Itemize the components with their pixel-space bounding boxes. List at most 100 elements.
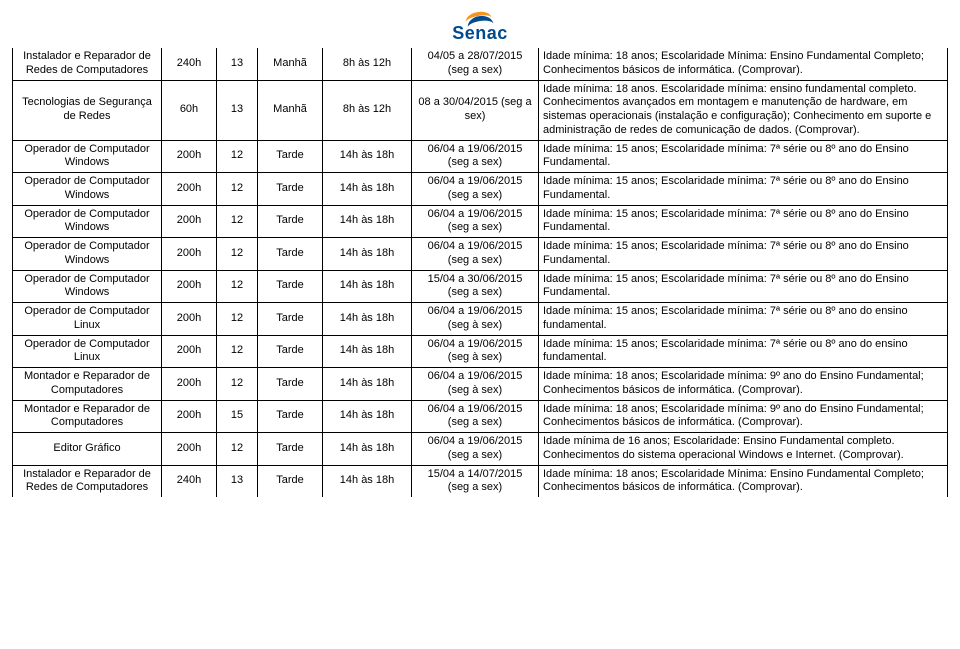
vacancies-cell: 13 xyxy=(217,48,258,80)
vacancies-cell: 12 xyxy=(217,303,258,336)
period-cell: 06/04 a 19/06/2015 (seg a sex) xyxy=(412,238,539,271)
time-cell: 14h às 18h xyxy=(323,205,412,238)
course-cell: Instalador e Reparador de Redes de Compu… xyxy=(13,48,162,80)
hours-cell: 200h xyxy=(162,400,217,433)
course-cell: Montador e Reparador de Computadores xyxy=(13,368,162,401)
table-row: Instalador e Reparador de Redes de Compu… xyxy=(13,465,948,497)
shift-cell: Tarde xyxy=(258,400,323,433)
time-cell: 8h às 12h xyxy=(323,80,412,140)
time-cell: 14h às 18h xyxy=(323,368,412,401)
table-row: Montador e Reparador de Computadores200h… xyxy=(13,368,948,401)
course-cell: Operador de Computador Windows xyxy=(13,140,162,173)
time-cell: 14h às 18h xyxy=(323,173,412,206)
period-cell: 06/04 a 19/06/2015 (seg à sex) xyxy=(412,368,539,401)
vacancies-cell: 12 xyxy=(217,433,258,466)
shift-cell: Tarde xyxy=(258,238,323,271)
hours-cell: 200h xyxy=(162,335,217,368)
period-cell: 06/04 a 19/06/2015 (seg à sex) xyxy=(412,335,539,368)
period-cell: 06/04 a 19/06/2015 (seg a sex) xyxy=(412,173,539,206)
course-cell: Instalador e Reparador de Redes de Compu… xyxy=(13,465,162,497)
course-cell: Operador de Computador Linux xyxy=(13,303,162,336)
shift-cell: Tarde xyxy=(258,368,323,401)
time-cell: 14h às 18h xyxy=(323,335,412,368)
hours-cell: 200h xyxy=(162,140,217,173)
period-cell: 06/04 a 19/06/2015 (seg a sex) xyxy=(412,140,539,173)
time-cell: 14h às 18h xyxy=(323,400,412,433)
period-cell: 15/04 a 30/06/2015 (seg a sex) xyxy=(412,270,539,303)
requirements-cell: Idade mínima: 15 anos; Escolaridade míni… xyxy=(539,205,948,238)
table-row: Operador de Computador Windows200h12Tard… xyxy=(13,238,948,271)
course-cell: Editor Gráfico xyxy=(13,433,162,466)
vacancies-cell: 12 xyxy=(217,140,258,173)
course-cell: Montador e Reparador de Computadores xyxy=(13,400,162,433)
vacancies-cell: 12 xyxy=(217,205,258,238)
shift-cell: Tarde xyxy=(258,173,323,206)
shift-cell: Manhã xyxy=(258,80,323,140)
vacancies-cell: 13 xyxy=(217,80,258,140)
course-cell: Operador de Computador Windows xyxy=(13,173,162,206)
time-cell: 14h às 18h xyxy=(323,465,412,497)
requirements-cell: Idade mínima: 15 anos; Escolaridade míni… xyxy=(539,335,948,368)
table-row: Operador de Computador Windows200h12Tard… xyxy=(13,140,948,173)
requirements-cell: Idade mínima: 15 anos; Escolaridade míni… xyxy=(539,303,948,336)
table-row: Tecnologias de Segurança de Redes60h13Ma… xyxy=(13,80,948,140)
requirements-cell: Idade mínima: 18 anos; Escolaridade míni… xyxy=(539,368,948,401)
vacancies-cell: 15 xyxy=(217,400,258,433)
logo: Senac xyxy=(12,8,948,44)
hours-cell: 200h xyxy=(162,270,217,303)
vacancies-cell: 12 xyxy=(217,335,258,368)
requirements-cell: Idade mínima de 16 anos; Escolaridade: E… xyxy=(539,433,948,466)
shift-cell: Tarde xyxy=(258,433,323,466)
period-cell: 06/04 a 19/06/2015 (seg à sex) xyxy=(412,303,539,336)
time-cell: 14h às 18h xyxy=(323,140,412,173)
shift-cell: Tarde xyxy=(258,303,323,336)
vacancies-cell: 13 xyxy=(217,465,258,497)
table-row: Operador de Computador Windows200h12Tard… xyxy=(13,173,948,206)
table-row: Operador de Computador Windows200h12Tard… xyxy=(13,270,948,303)
course-cell: Tecnologias de Segurança de Redes xyxy=(13,80,162,140)
period-cell: 06/04 a 19/06/2015 (seg a sex) xyxy=(412,433,539,466)
course-cell: Operador de Computador Windows xyxy=(13,238,162,271)
vacancies-cell: 12 xyxy=(217,368,258,401)
course-cell: Operador de Computador Windows xyxy=(13,205,162,238)
courses-table: Instalador e Reparador de Redes de Compu… xyxy=(12,48,948,497)
requirements-cell: Idade mínima: 15 anos; Escolaridade míni… xyxy=(539,238,948,271)
shift-cell: Tarde xyxy=(258,335,323,368)
shift-cell: Tarde xyxy=(258,270,323,303)
period-cell: 15/04 a 14/07/2015 (seg a sex) xyxy=(412,465,539,497)
logo-swoosh-icon xyxy=(461,8,499,22)
hours-cell: 240h xyxy=(162,48,217,80)
table-row: Operador de Computador Linux200h12Tarde1… xyxy=(13,303,948,336)
vacancies-cell: 12 xyxy=(217,238,258,271)
time-cell: 8h às 12h xyxy=(323,48,412,80)
hours-cell: 200h xyxy=(162,433,217,466)
period-cell: 04/05 a 28/07/2015 (seg a sex) xyxy=(412,48,539,80)
requirements-cell: Idade mínima: 15 anos; Escolaridade míni… xyxy=(539,270,948,303)
period-cell: 06/04 a 19/06/2015 (seg a sex) xyxy=(412,205,539,238)
time-cell: 14h às 18h xyxy=(323,433,412,466)
hours-cell: 240h xyxy=(162,465,217,497)
vacancies-cell: 12 xyxy=(217,173,258,206)
shift-cell: Manhã xyxy=(258,48,323,80)
requirements-cell: Idade mínima: 15 anos; Escolaridade míni… xyxy=(539,173,948,206)
table-row: Instalador e Reparador de Redes de Compu… xyxy=(13,48,948,80)
course-cell: Operador de Computador Windows xyxy=(13,270,162,303)
period-cell: 06/04 a 19/06/2015 (seg a sex) xyxy=(412,400,539,433)
vacancies-cell: 12 xyxy=(217,270,258,303)
period-cell: 08 a 30/04/2015 (seg a sex) xyxy=(412,80,539,140)
time-cell: 14h às 18h xyxy=(323,303,412,336)
hours-cell: 200h xyxy=(162,173,217,206)
table-row: Operador de Computador Windows200h12Tard… xyxy=(13,205,948,238)
shift-cell: Tarde xyxy=(258,140,323,173)
requirements-cell: Idade mínima: 18 anos; Escolaridade Míni… xyxy=(539,48,948,80)
table-row: Editor Gráfico200h12Tarde14h às 18h06/04… xyxy=(13,433,948,466)
hours-cell: 200h xyxy=(162,303,217,336)
shift-cell: Tarde xyxy=(258,465,323,497)
logo-text: Senac xyxy=(452,23,508,44)
hours-cell: 60h xyxy=(162,80,217,140)
time-cell: 14h às 18h xyxy=(323,270,412,303)
requirements-cell: Idade mínima: 18 anos. Escolaridade míni… xyxy=(539,80,948,140)
requirements-cell: Idade mínima: 18 anos; Escolaridade míni… xyxy=(539,400,948,433)
time-cell: 14h às 18h xyxy=(323,238,412,271)
course-cell: Operador de Computador Linux xyxy=(13,335,162,368)
